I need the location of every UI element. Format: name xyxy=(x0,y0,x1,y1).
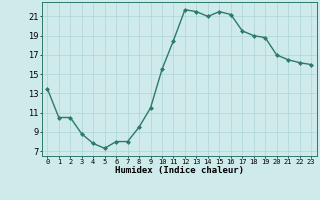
X-axis label: Humidex (Indice chaleur): Humidex (Indice chaleur) xyxy=(115,166,244,175)
